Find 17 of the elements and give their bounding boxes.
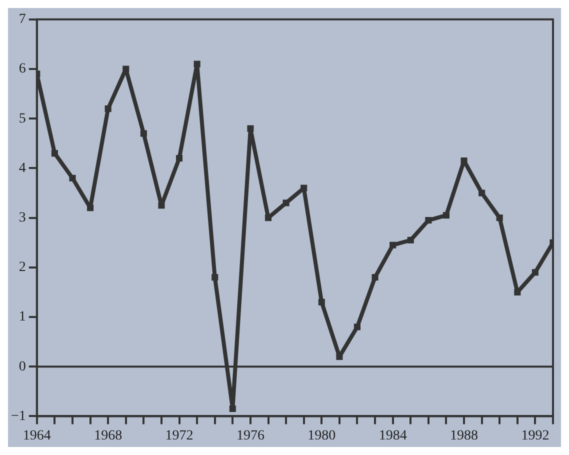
y-tick-label: 5 xyxy=(18,111,26,126)
y-tick-label: 6 xyxy=(18,62,26,77)
x-tick-label: 1976 xyxy=(236,428,264,444)
x-tick-label: 1980 xyxy=(308,428,336,444)
x-tick-label: 1964 xyxy=(22,428,51,444)
y-tick-label: 3 xyxy=(18,210,26,226)
x-tick-label: 1972 xyxy=(165,428,194,444)
x-tick-label: 1984 xyxy=(378,428,407,444)
y-tick-label: 4 xyxy=(18,160,26,176)
x-tick-label: 1968 xyxy=(94,428,122,444)
x-tick-label: 1988 xyxy=(450,428,478,444)
y-tick-label: 1 xyxy=(18,310,26,325)
y-tick-label: 2 xyxy=(18,260,26,276)
x-tick-label: 1992 xyxy=(521,428,550,444)
y-tick-label: 0 xyxy=(18,359,26,374)
y-tick-label: −1 xyxy=(10,408,26,424)
y-tick-label: 7 xyxy=(18,12,26,28)
